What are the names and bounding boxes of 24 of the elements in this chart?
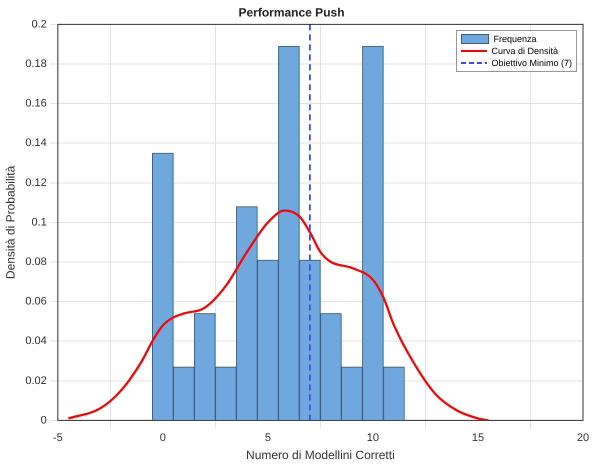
y-tick-label: 0.2 xyxy=(32,18,47,30)
y-tick-label: 0.16 xyxy=(25,98,47,110)
line-series xyxy=(67,209,490,420)
y-tick-label: 0 xyxy=(40,414,47,426)
y-tick-label: 0.12 xyxy=(25,176,47,189)
y-tick-label: 0.14 xyxy=(25,137,47,150)
y-axis-title: Densità di Probabilità xyxy=(4,165,18,280)
x-tick-label: 15 xyxy=(472,432,484,444)
x-tick-label: 10 xyxy=(366,432,380,444)
y-tick-label: 0.06 xyxy=(25,296,47,308)
y-tick-label: 0.1 xyxy=(32,216,47,228)
x-tick-label: 20 xyxy=(576,432,590,444)
legend-label: Obiettivo Minimo (7) xyxy=(491,57,572,70)
y-tick-label: 0.02 xyxy=(25,374,47,387)
x-tick-label: 0 xyxy=(160,432,166,444)
legend-label: Frequenza xyxy=(493,33,536,46)
y-tick-label: 0.08 xyxy=(25,256,47,268)
x-tick-label: 5 xyxy=(264,432,271,444)
legend-label: Curva di Densità xyxy=(491,45,558,58)
chart-title: Performance Push xyxy=(238,6,345,20)
y-tick-label: 0.18 xyxy=(25,58,47,70)
y-tick-label: 0.04 xyxy=(25,335,47,348)
x-tick-label: -5 xyxy=(52,432,63,444)
x-axis-title: Numero di Modellini Corretti xyxy=(246,448,395,462)
